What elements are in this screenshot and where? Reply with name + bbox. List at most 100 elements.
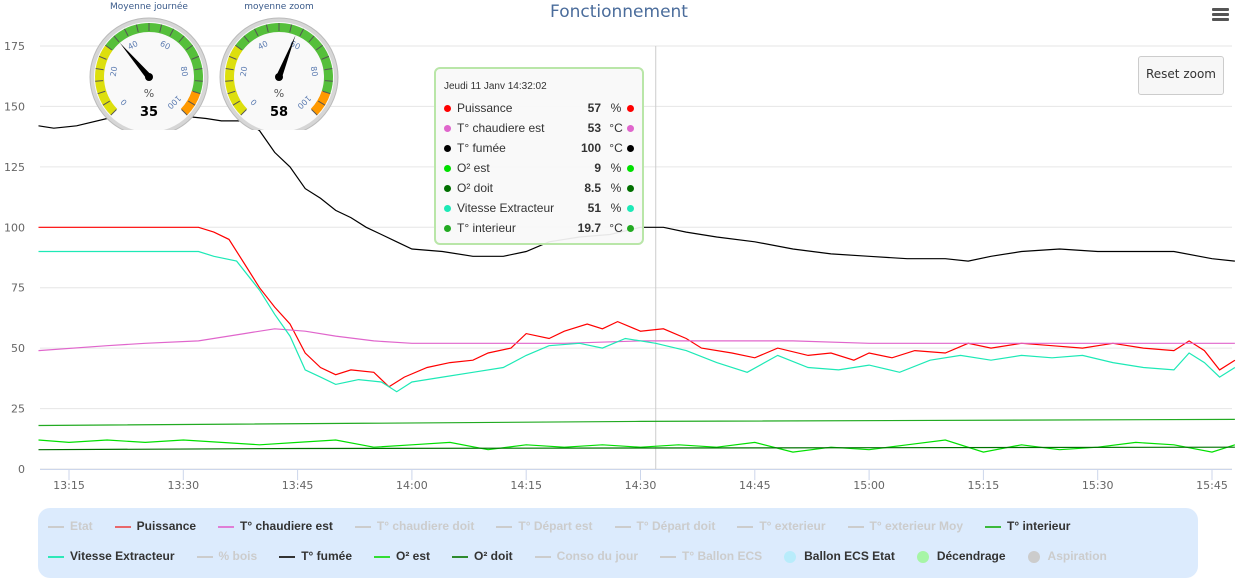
legend-item[interactable]: T° interieur (985, 519, 1070, 533)
legend-line-icon (660, 555, 676, 558)
legend-item[interactable]: % bois (196, 549, 257, 563)
gauge-needle (119, 42, 152, 79)
tooltip-series-name: Puissance (457, 101, 513, 115)
tooltip-series-name: O² est (457, 161, 490, 175)
legend-label: Vitesse Extracteur (70, 549, 175, 563)
series-dot-icon (627, 184, 634, 192)
tooltip-row: Puissance 57% (436, 98, 642, 118)
gauge-tick-label: 20 (239, 66, 249, 77)
gauge-tick (228, 55, 237, 60)
legend-item[interactable]: T° exterieur (737, 519, 826, 533)
legend-label: T° fumée (301, 549, 352, 563)
y-tick-label: 100 (4, 221, 25, 234)
gauge-tick-label: 80 (179, 66, 189, 77)
gauge-tick-label: 40 (126, 39, 139, 52)
legend-item[interactable]: T° exterieur Moy (847, 519, 964, 533)
legend-item[interactable]: O² doit (452, 549, 513, 563)
legend-line-icon (114, 525, 131, 528)
gauge-tick (315, 44, 323, 51)
y-tick-label: 125 (4, 161, 25, 174)
gauge-tick (124, 28, 129, 37)
tooltip-row: Vitesse Extracteur 51% (436, 198, 642, 218)
tooltip-unit: % (610, 201, 622, 215)
tooltip-value: 51 (587, 201, 601, 215)
legend-item[interactable]: T° chaudiere doit (354, 519, 474, 533)
tooltip-unit: °C (609, 141, 623, 155)
legend-item[interactable]: Conso du jour (534, 549, 638, 563)
legend-label: T° interieur (1007, 519, 1071, 533)
gauge-tick (227, 90, 236, 95)
tooltip-value: 100 (580, 141, 601, 155)
gauge-tick (225, 68, 234, 71)
reset-zoom-button[interactable]: Reset zoom (1138, 56, 1224, 95)
hamburger-menu-icon[interactable] (1212, 8, 1229, 22)
gauge-tick (265, 24, 269, 33)
y-tick-label: 175 (4, 40, 25, 53)
x-tick-label: 14:45 (739, 479, 771, 492)
legend-label: Conso du jour (556, 549, 638, 563)
legend-item[interactable]: Vitesse Extracteur (48, 549, 175, 563)
tooltip-row: O² est 9% (436, 158, 642, 178)
gauge-tick (159, 24, 163, 33)
gauge-tick (317, 100, 326, 106)
tooltip-value: 9 (594, 161, 601, 175)
series-line-t-fum-e (38, 115, 1235, 262)
legend-item[interactable]: Ballon ECS Etat (784, 549, 895, 563)
x-tick-label: 13:30 (167, 479, 199, 492)
gauge-tick (289, 24, 293, 33)
tooltip-unit: °C (609, 221, 623, 235)
legend-item[interactable]: T° fumée (279, 549, 352, 563)
legend-line-icon (374, 555, 390, 558)
legend-item[interactable]: T° Départ doit (614, 519, 716, 533)
legend-item[interactable]: O² est (374, 549, 430, 563)
legend-line-icon (847, 525, 864, 528)
legend: Etat Puissance T° chaudiere est T° chaudier… (38, 508, 1198, 578)
legend-line-icon (218, 525, 235, 528)
gauge-tick (185, 44, 193, 51)
tooltip-unit: % (610, 161, 622, 175)
legend-item[interactable]: T° Départ est (496, 519, 593, 533)
tooltip-value: 19.7 (577, 221, 601, 235)
gauge-tick (113, 35, 120, 43)
legend-item[interactable]: Etat (48, 519, 93, 533)
legend-item[interactable]: Puissance (114, 519, 197, 533)
legend-line-icon (48, 525, 64, 528)
gauge-unit: % (274, 87, 284, 100)
y-tick-label: 0 (18, 463, 25, 476)
series-dot-icon (627, 144, 634, 152)
y-tick-label: 25 (11, 403, 25, 416)
gauge-tick (178, 35, 185, 43)
legend-row: Etat Puissance T° chaudiere est T° chaudier… (48, 519, 1192, 533)
gauge-tick (324, 68, 333, 71)
series-dot-icon (444, 144, 451, 152)
legend-line-icon (196, 555, 213, 558)
tooltip-row: T° interieur 19.7 °C (436, 218, 642, 238)
legend-item[interactable]: T° Ballon ECS (660, 549, 762, 563)
tooltip: Jeudi 11 Janv 14:32:02 Puissance 57% T° ch… (434, 67, 644, 245)
series-dot-icon (627, 224, 634, 232)
x-tick-label: 15:15 (968, 479, 1000, 492)
legend-item[interactable]: Aspiration (1027, 549, 1107, 563)
tooltip-unit: °C (609, 121, 623, 135)
legend-line-icon (48, 555, 64, 558)
series-line-vitesse-extracteur (38, 250, 1236, 393)
chart-title: Fonctionnement (550, 2, 688, 22)
tooltip-row: T° fumée 100 °C (436, 138, 642, 158)
legend-label: T° exterieur Moy (869, 519, 964, 533)
legend-item[interactable]: T° chaudiere est (218, 519, 333, 533)
series-line-o-doit (38, 446, 1235, 451)
legend-label: T° Départ doit (636, 519, 716, 533)
series-dot-icon (627, 164, 634, 172)
gauge-tick-label: 20 (109, 66, 119, 77)
x-tick-label: 13:15 (53, 479, 85, 492)
legend-line-icon (279, 555, 296, 558)
tooltip-header: Jeudi 11 Janv 14:32:02 (444, 81, 547, 92)
legend-label: T° chaudiere est (240, 519, 333, 533)
legend-item[interactable]: Décendrage (916, 549, 1006, 563)
gauge-unit: % (144, 87, 154, 100)
gauge-tick (225, 80, 234, 82)
legend-label: Puissance (136, 519, 197, 533)
gauge-tick (102, 100, 111, 106)
tooltip-series-name: T° fumée (457, 141, 506, 155)
legend-line-icon (534, 555, 551, 558)
